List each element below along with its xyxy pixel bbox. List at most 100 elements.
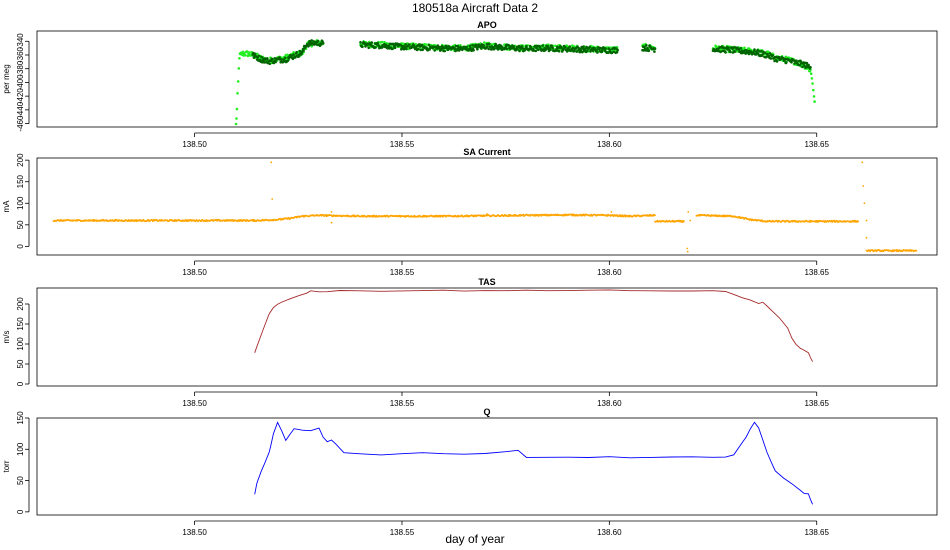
data-point — [253, 52, 257, 56]
x-tick-label: 138.60 — [597, 140, 622, 149]
data-point — [557, 50, 561, 53]
data-point — [610, 51, 614, 55]
data-point — [493, 47, 496, 51]
data-point — [596, 51, 599, 54]
data-point — [433, 49, 437, 52]
y-axis-label: m/s — [2, 331, 11, 344]
data-point — [615, 50, 619, 54]
data-point — [525, 44, 528, 48]
data-point — [374, 46, 377, 49]
data-point — [572, 49, 576, 53]
data-point — [861, 161, 864, 164]
x-tick-label: 138.55 — [390, 528, 415, 537]
data-point — [891, 249, 894, 251]
y-tick-label: 100 — [16, 337, 25, 351]
x-tick-label: 138.50 — [182, 399, 207, 408]
y-tick-label: -420 — [16, 88, 25, 105]
data-point — [387, 44, 391, 48]
data-point — [724, 51, 727, 54]
panels: APO per meg -340-360-380-400-420-440-460 13… — [2, 20, 938, 537]
data-point — [723, 46, 726, 50]
data-point — [533, 44, 537, 48]
data-point — [424, 43, 428, 46]
data-point — [732, 46, 736, 49]
data-point — [425, 46, 428, 49]
data-point — [541, 44, 544, 47]
x-tick-label: 138.55 — [390, 268, 415, 277]
data-point — [441, 216, 444, 218]
data-point — [274, 60, 277, 64]
data-point — [575, 50, 578, 53]
data-point — [683, 220, 685, 223]
data-point — [529, 45, 533, 49]
data-point — [595, 48, 599, 52]
data-point — [419, 48, 423, 52]
data-point — [528, 48, 531, 51]
data-point — [438, 45, 442, 49]
data-point — [268, 62, 272, 66]
data-point — [739, 47, 742, 50]
y-tick-label: 200 — [16, 297, 25, 311]
plot-frame — [36, 157, 938, 256]
data-point — [812, 88, 815, 92]
data-point — [766, 52, 769, 56]
data-point — [811, 82, 814, 85]
data-point — [808, 221, 811, 224]
data-point — [564, 46, 567, 49]
y-axis-label: mA — [2, 200, 11, 213]
data-point — [743, 46, 746, 50]
data-point — [687, 211, 690, 213]
data-point — [390, 42, 393, 46]
data-point — [483, 41, 486, 44]
data-point — [260, 55, 263, 59]
x-tick-label: 138.55 — [390, 399, 415, 408]
data-point — [482, 44, 486, 47]
data-point — [235, 117, 238, 120]
data-point — [405, 47, 408, 51]
data-point — [862, 185, 865, 187]
data-point — [785, 61, 788, 64]
data-point — [809, 66, 812, 69]
data-point — [302, 49, 305, 52]
panel-title: APO — [477, 20, 497, 30]
y-tick-label: 150 — [16, 174, 25, 188]
data-point — [412, 44, 416, 47]
data-point — [915, 249, 918, 252]
data-point — [445, 45, 448, 48]
data-point — [863, 202, 866, 205]
data-point — [790, 61, 793, 64]
data-point — [568, 45, 572, 48]
data-point — [586, 49, 589, 53]
panel-title: Q — [483, 407, 490, 417]
series-line — [254, 289, 813, 362]
data-point — [763, 51, 767, 54]
data-point — [278, 56, 281, 59]
data-point — [608, 48, 612, 52]
data-point — [235, 107, 239, 111]
panel-title: TAS — [478, 277, 495, 287]
data-point — [404, 43, 408, 46]
data-point — [537, 48, 540, 51]
panel-3: TAS m/s 0 50 100 150 200 138.50 138.55 138.60 138.… — [2, 277, 938, 408]
data-point — [271, 58, 274, 61]
data-point — [496, 48, 500, 51]
series-2 — [251, 39, 812, 70]
data-point — [286, 59, 290, 62]
data-point — [465, 45, 469, 49]
data-point — [777, 55, 781, 59]
data-point — [443, 49, 447, 53]
data-point — [775, 60, 779, 63]
y-tick-label: 50 — [16, 359, 25, 368]
data-point — [476, 48, 479, 51]
x-tick-label: 138.65 — [804, 399, 829, 408]
data-point — [417, 47, 420, 51]
data-point — [546, 45, 550, 48]
data-point — [488, 42, 491, 46]
data-point — [560, 46, 563, 50]
data-point — [810, 77, 814, 80]
data-point — [295, 50, 299, 54]
data-point — [486, 213, 488, 215]
data-point — [756, 48, 759, 52]
